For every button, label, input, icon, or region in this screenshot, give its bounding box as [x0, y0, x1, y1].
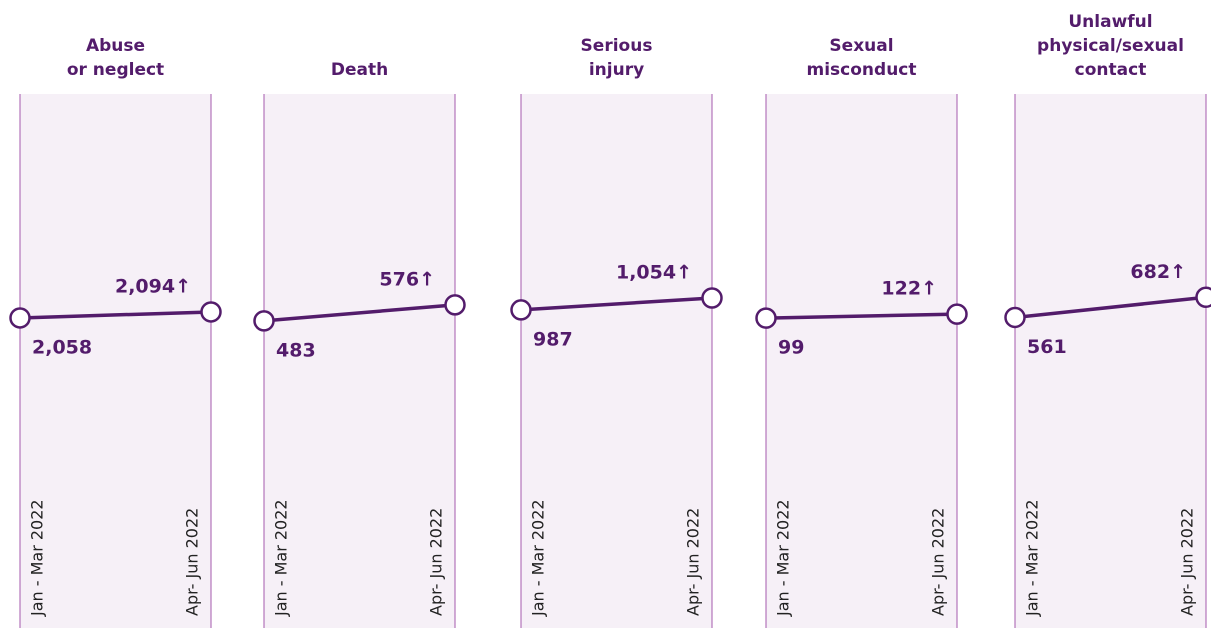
period-label: Apr- Jun 2022 [183, 508, 202, 616]
point [701, 287, 723, 309]
value-label: 561 [1027, 336, 1067, 358]
slope-line [19, 310, 212, 320]
value-label: 576↑ [379, 268, 435, 290]
value-label: 1,054↑ [616, 261, 692, 283]
value-label: 99 [778, 337, 804, 359]
period-label: Jan - Mar 2022 [1023, 499, 1042, 617]
slope-line [263, 303, 456, 323]
value-label: 483 [276, 339, 316, 361]
panel-title: Death [330, 60, 389, 80]
panel-bg [521, 94, 712, 628]
panel-bg [20, 94, 211, 628]
period-label: Apr- Jun 2022 [684, 508, 703, 616]
period-label: Apr- Jun 2022 [427, 508, 446, 616]
period-label: Apr- Jun 2022 [1178, 508, 1197, 616]
period-label: Apr- Jun 2022 [929, 508, 948, 616]
point [1195, 286, 1211, 309]
point [444, 294, 466, 316]
slope-line [520, 296, 713, 312]
point [755, 307, 777, 329]
point [1004, 306, 1026, 329]
panel-title: Abuse or neglect [66, 36, 165, 80]
panel-title: Serious injury [580, 36, 653, 80]
value-label: 122↑ [881, 278, 937, 300]
panel-title: Unlawful physical/sexual contact [1037, 12, 1184, 80]
value-label: 987 [533, 328, 573, 350]
value-label: 2,094↑ [115, 275, 191, 297]
value-label: 682↑ [1130, 261, 1186, 283]
panel-bg [264, 94, 455, 628]
value-label: 2,058 [32, 336, 92, 358]
period-label: Jan - Mar 2022 [272, 499, 291, 617]
panel-bg [766, 94, 957, 628]
panel-title: Sexual misconduct [806, 36, 917, 80]
point [946, 303, 968, 325]
panel-bg [1015, 94, 1206, 628]
slope-line [765, 312, 958, 320]
point [200, 301, 222, 323]
period-label: Jan - Mar 2022 [28, 499, 47, 617]
period-label: Jan - Mar 2022 [529, 499, 548, 617]
point [9, 307, 31, 329]
point [253, 310, 275, 332]
period-label: Jan - Mar 2022 [774, 499, 793, 617]
point [510, 299, 532, 321]
slope-line [1014, 295, 1207, 320]
